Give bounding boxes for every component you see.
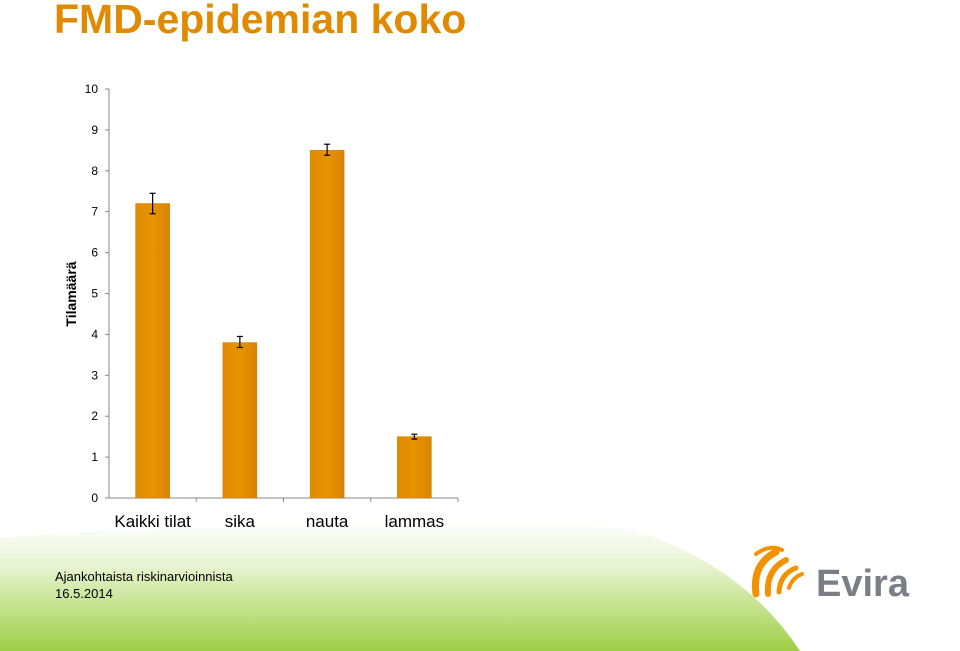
y-tick-label: 9 — [91, 123, 98, 137]
x-category-label: nauta — [306, 512, 349, 531]
bar-chart: Tilamäärä Kaikki tilat sika nauta lammas 0 1… — [63, 82, 459, 531]
y-tick-label: 3 — [91, 368, 98, 382]
y-tick-label: 4 — [91, 327, 98, 341]
y-tick-label: 6 — [91, 246, 98, 260]
y-tick-label: 10 — [85, 82, 99, 96]
bar-lammas — [397, 436, 432, 499]
y-tick-label: 0 — [91, 491, 98, 505]
footer-gradient — [0, 522, 800, 651]
y-axis-label: Tilamäärä — [63, 261, 79, 326]
y-tick-label: 2 — [91, 409, 98, 423]
footer-presentation-title: Ajankohtaista riskinarvioinnista — [55, 569, 233, 584]
evira-logo-mark — [751, 545, 804, 598]
error-bar — [236, 335, 243, 349]
x-category-label: lammas — [385, 512, 445, 531]
x-category-label: Kaikki tilat — [114, 512, 191, 531]
error-bar — [411, 433, 418, 440]
y-tick-label: 5 — [91, 287, 98, 301]
evira-logo-text: Evira — [816, 563, 910, 604]
footer-date: 16.5.2014 — [55, 586, 113, 601]
error-bar — [324, 143, 331, 156]
x-category-label: sika — [225, 512, 256, 531]
y-tick-label: 8 — [91, 164, 98, 178]
bar-kaikki-tilat — [135, 203, 170, 499]
evira-logo: Evira — [751, 545, 910, 604]
y-tick-label: 7 — [91, 205, 98, 219]
bar-sika — [222, 342, 258, 499]
slide-title: FMD-epidemian koko — [54, 0, 467, 42]
y-tick-label: 1 — [91, 450, 98, 464]
error-bar — [149, 192, 156, 215]
bar-nauta — [309, 150, 345, 499]
